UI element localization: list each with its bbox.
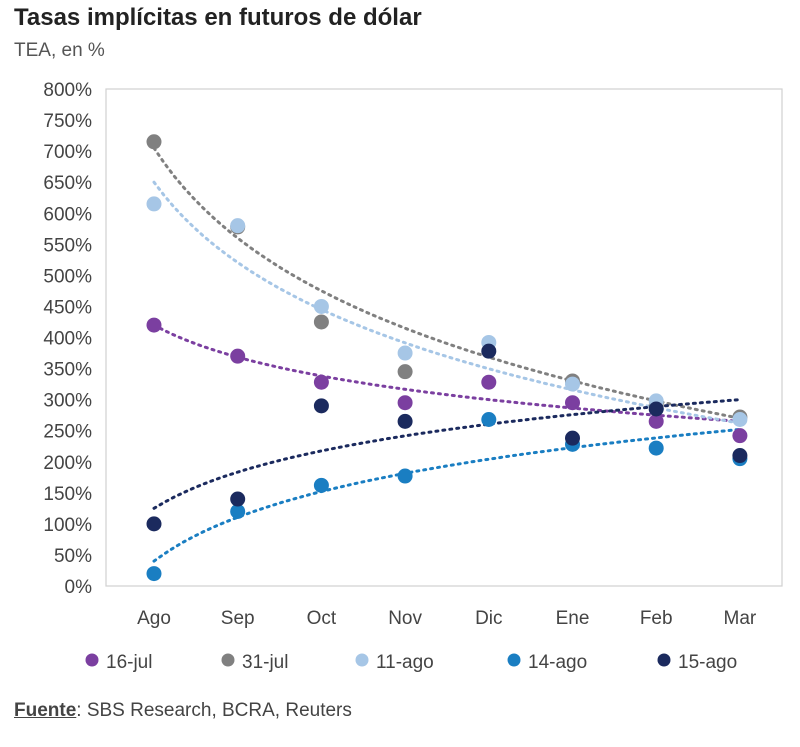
legend-label-11-ago: 11-ago	[376, 652, 434, 673]
trendline-31-jul	[152, 146, 742, 420]
point-15-ago	[648, 401, 664, 417]
y-tick-label: 600%	[43, 204, 92, 225]
legend-marker-11-ago	[355, 653, 369, 667]
point-11-ago	[313, 298, 329, 314]
point-14-ago	[397, 468, 413, 484]
y-tick-label: 300%	[43, 391, 92, 412]
y-tick-label: 500%	[43, 266, 92, 287]
point-16-jul	[146, 317, 162, 333]
point-15-ago	[565, 430, 580, 446]
point-16-jul	[397, 395, 413, 411]
x-tick-label: Ago	[137, 608, 171, 629]
point-14-ago	[230, 503, 246, 519]
point-16-jul	[481, 374, 497, 390]
y-tick-label: 350%	[43, 360, 92, 381]
y-tick-label: 0%	[65, 577, 93, 598]
source-text: : SBS Research, BCRA, Reuters	[76, 700, 352, 721]
point-15-ago	[481, 343, 497, 359]
y-tick-label: 400%	[43, 329, 92, 350]
chart: 0% 50% 100% 150% 200% 250% 300% 350% 400% 450% 500…	[43, 80, 783, 673]
point-11-ago	[146, 196, 162, 212]
point-16-jul	[565, 395, 580, 411]
x-tick-label: Ene	[556, 608, 590, 629]
point-16-jul	[732, 428, 748, 444]
x-tick-label: Oct	[307, 608, 337, 629]
y-tick-label: 250%	[43, 422, 92, 443]
legend-marker-15-ago	[657, 653, 671, 667]
trendline-16-jul	[152, 323, 742, 423]
point-16-jul	[313, 374, 329, 390]
legend-label-16-jul: 16-jul	[106, 652, 152, 673]
point-14-ago	[648, 440, 664, 456]
point-11-ago	[397, 345, 413, 361]
y-tick-label: 650%	[43, 173, 92, 194]
legend-label-31-jul: 31-jul	[242, 652, 288, 673]
y-tick-label: 450%	[43, 297, 92, 318]
x-tick-label: Feb	[640, 608, 673, 629]
x-tick-label: Nov	[388, 608, 422, 629]
legend-label-15-ago: 15-ago	[678, 652, 737, 673]
y-tick-label: 550%	[43, 235, 92, 256]
trendline-15-ago	[152, 398, 742, 510]
point-16-jul	[648, 413, 664, 429]
y-tick-label: 150%	[43, 484, 92, 505]
legend-marker-14-ago	[507, 653, 521, 667]
trendline-14-ago	[152, 427, 742, 563]
y-tick-label: 750%	[43, 111, 92, 132]
point-15-ago	[313, 398, 329, 414]
legend-marker-31-jul	[221, 653, 235, 667]
point-14-ago	[481, 412, 497, 428]
y-tick-label: 100%	[43, 515, 92, 536]
point-14-ago	[146, 566, 162, 582]
y-tick-label: 200%	[43, 453, 92, 474]
y-tick-label: 800%	[43, 80, 92, 101]
point-11-ago	[230, 218, 246, 234]
legend-marker-16-jul	[85, 653, 99, 667]
source-label: Fuente	[14, 700, 77, 721]
point-11-ago	[732, 412, 748, 428]
chart-title: Tasas implícitas en futuros de dólar	[14, 4, 422, 31]
point-11-ago	[565, 376, 580, 392]
y-tick-label: 50%	[54, 546, 92, 567]
legend-label-14-ago: 14-ago	[528, 652, 587, 673]
chart-subtitle: TEA, en %	[14, 40, 105, 61]
y-tick-label: 700%	[43, 142, 92, 163]
x-tick-label: Sep	[221, 608, 255, 629]
x-tick-label: Dic	[475, 608, 502, 629]
point-15-ago	[732, 448, 748, 464]
trendline-11-ago	[152, 180, 742, 425]
point-31-jul	[313, 314, 329, 330]
point-15-ago	[230, 491, 246, 507]
point-31-jul	[146, 134, 162, 150]
point-15-ago	[146, 516, 162, 532]
plot-area-frame	[105, 88, 783, 587]
x-tick-label: Mar	[724, 608, 757, 629]
point-31-jul	[397, 364, 413, 380]
point-14-ago	[313, 477, 329, 493]
source-note: Fuente: SBS Research, BCRA, Reuters	[14, 700, 352, 722]
point-16-jul	[230, 348, 246, 364]
point-15-ago	[397, 413, 413, 429]
